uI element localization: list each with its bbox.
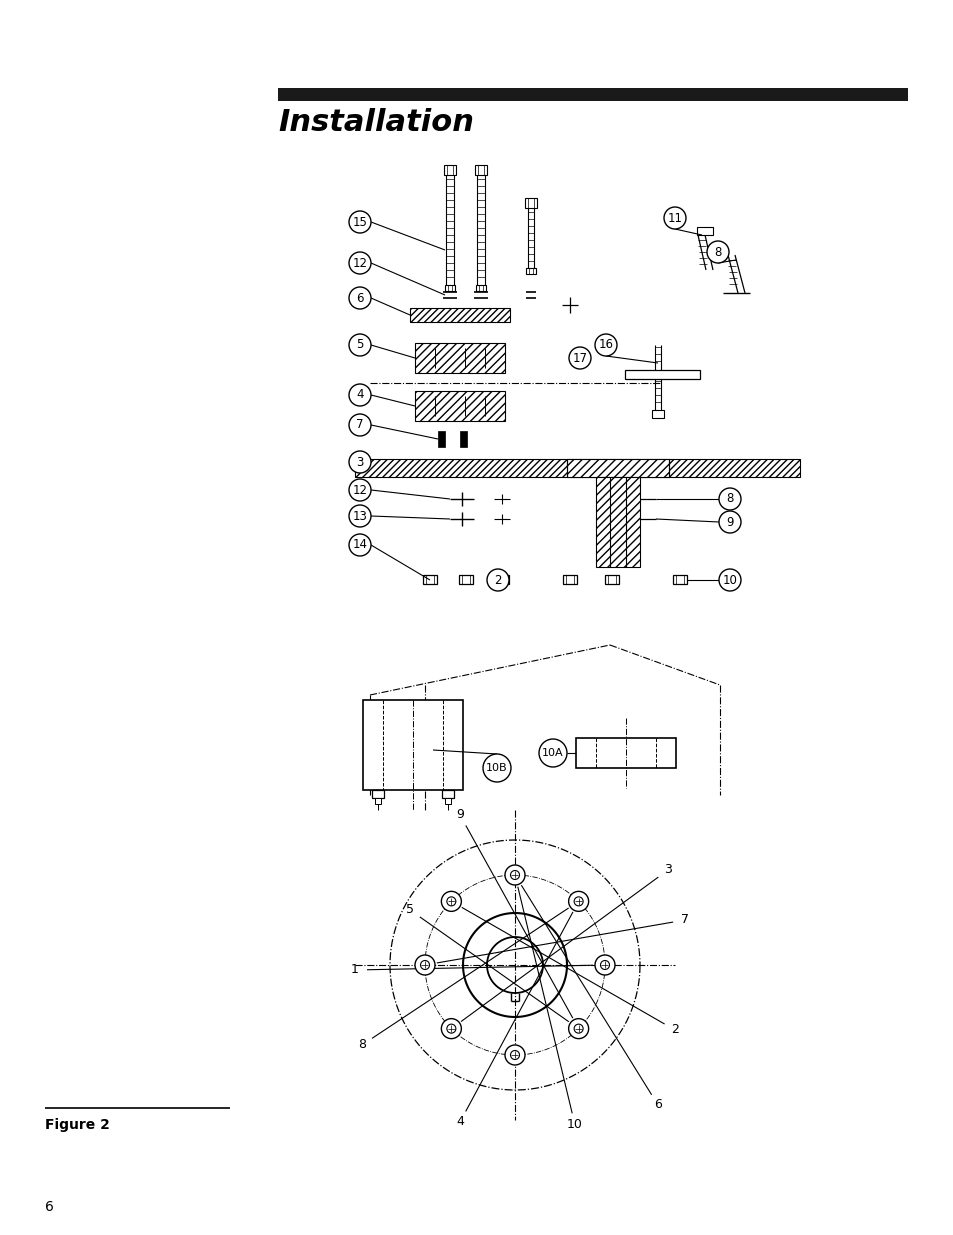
Text: 7: 7 (355, 419, 363, 431)
Circle shape (538, 739, 566, 767)
Text: 4: 4 (355, 389, 363, 401)
Bar (651, 410, 663, 417)
Text: 6: 6 (45, 1200, 53, 1214)
Bar (363, 700, 462, 790)
Text: 2: 2 (494, 573, 501, 587)
Circle shape (504, 1045, 524, 1065)
Text: 12: 12 (352, 257, 367, 269)
Text: 10: 10 (721, 573, 737, 587)
Bar (525, 268, 536, 274)
Text: 1: 1 (351, 963, 358, 977)
Bar (415, 343, 504, 373)
Circle shape (663, 207, 685, 228)
Bar (459, 431, 467, 447)
Bar (476, 285, 485, 291)
Bar (697, 227, 712, 235)
Circle shape (595, 333, 617, 356)
Circle shape (349, 252, 371, 274)
Bar (672, 576, 686, 584)
Bar (372, 790, 384, 798)
Text: 9: 9 (725, 515, 733, 529)
Circle shape (349, 287, 371, 309)
Circle shape (486, 569, 509, 592)
Text: Installation: Installation (277, 107, 474, 137)
Circle shape (706, 241, 728, 263)
Text: Figure 2: Figure 2 (45, 1118, 110, 1132)
Circle shape (595, 955, 615, 974)
Text: 11: 11 (667, 211, 681, 225)
Bar (475, 165, 486, 175)
Text: 8: 8 (357, 1039, 366, 1051)
Circle shape (349, 333, 371, 356)
Circle shape (568, 892, 588, 911)
Bar (444, 798, 451, 804)
Text: 7: 7 (680, 914, 688, 926)
Circle shape (349, 384, 371, 406)
Circle shape (349, 534, 371, 556)
Bar (410, 308, 510, 322)
Text: 6: 6 (355, 291, 363, 305)
Bar (443, 165, 456, 175)
Circle shape (349, 479, 371, 501)
Circle shape (441, 892, 461, 911)
Text: 3: 3 (355, 456, 363, 468)
Circle shape (349, 505, 371, 527)
Text: 3: 3 (663, 863, 671, 877)
Bar (444, 285, 455, 291)
Bar (441, 790, 454, 798)
Bar (596, 477, 639, 567)
Circle shape (349, 211, 371, 233)
Text: 13: 13 (353, 510, 367, 522)
Text: 12: 12 (352, 483, 367, 496)
Circle shape (719, 569, 740, 592)
Text: 5: 5 (355, 338, 363, 352)
Bar (415, 391, 504, 421)
Text: 17: 17 (572, 352, 587, 364)
Bar (566, 459, 668, 477)
Bar (458, 576, 473, 584)
Circle shape (441, 1019, 461, 1039)
Bar (422, 576, 436, 584)
Text: 10: 10 (566, 1119, 582, 1131)
Circle shape (568, 1019, 588, 1039)
Circle shape (349, 414, 371, 436)
Text: 10B: 10B (486, 763, 507, 773)
Circle shape (482, 755, 511, 782)
Text: 5: 5 (406, 904, 414, 916)
Circle shape (719, 511, 740, 534)
Bar (277, 88, 907, 101)
Text: 2: 2 (670, 1024, 679, 1036)
Bar (576, 739, 676, 768)
Text: 14: 14 (352, 538, 367, 552)
Text: 8: 8 (714, 246, 720, 258)
Circle shape (719, 488, 740, 510)
Circle shape (349, 451, 371, 473)
Bar (375, 798, 380, 804)
Circle shape (568, 347, 590, 369)
Circle shape (504, 864, 524, 885)
Bar (562, 576, 577, 584)
Text: 16: 16 (598, 338, 613, 352)
Bar (624, 370, 700, 379)
Text: 9: 9 (456, 809, 463, 821)
Bar (355, 459, 800, 477)
Text: 8: 8 (725, 493, 733, 505)
Bar (437, 431, 444, 447)
Text: 4: 4 (456, 1115, 463, 1129)
Circle shape (415, 955, 435, 974)
Bar (495, 576, 509, 584)
Text: 10A: 10A (541, 748, 563, 758)
Text: 15: 15 (353, 215, 367, 228)
Bar (524, 198, 537, 207)
Bar (604, 576, 618, 584)
Text: 6: 6 (654, 1098, 661, 1112)
